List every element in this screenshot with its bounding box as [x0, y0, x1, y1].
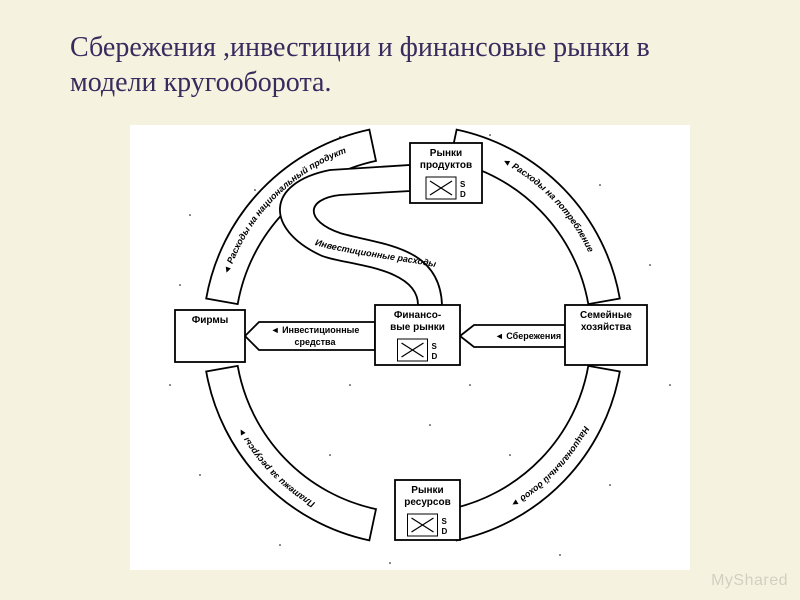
svg-text:D: D [460, 190, 466, 199]
svg-text:S: S [432, 342, 438, 351]
svg-text:хозяйства: хозяйства [581, 322, 632, 333]
svg-text:D: D [442, 527, 448, 536]
svg-text:продуктов: продуктов [420, 160, 472, 171]
svg-text:S: S [460, 180, 466, 189]
svg-text:Фирмы: Фирмы [192, 315, 229, 326]
svg-text:S: S [442, 517, 448, 526]
circular-flow-diagram: ◄ Расходы на национальный продукт◄ Расхо… [130, 125, 690, 570]
svg-text:вые рынки: вые рынки [390, 322, 445, 333]
svg-text:ресурсов: ресурсов [404, 497, 450, 508]
svg-text:Семейные: Семейные [580, 310, 632, 321]
watermark: MyShared [711, 572, 788, 590]
svg-text:Рынки: Рынки [411, 485, 443, 496]
svg-text:средства: средства [295, 337, 337, 347]
svg-text:Рынки: Рынки [430, 148, 462, 159]
svg-text:◄ Инвестиционные: ◄ Инвестиционные [271, 325, 360, 335]
page-title: Сбережения ,инвестиции и финансовые рынк… [70, 30, 730, 100]
svg-text:Финансо-: Финансо- [394, 310, 441, 321]
svg-text:D: D [432, 352, 438, 361]
svg-text:◄ Сбережения: ◄ Сбережения [495, 331, 561, 341]
